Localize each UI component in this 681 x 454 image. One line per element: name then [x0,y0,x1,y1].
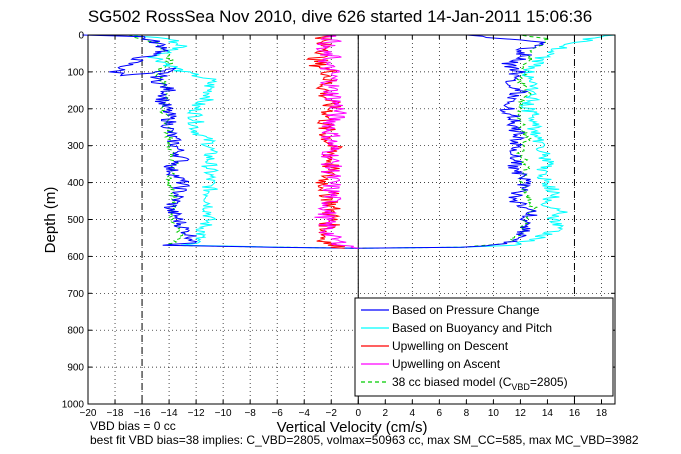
series-based-on-pressure-change [82,34,546,249]
legend-entry: Upwelling on Descent [392,339,509,353]
y-tick-label: 800 [67,326,84,337]
series-line-descent [305,34,346,249]
series-line-descent [314,34,359,249]
series-upwelling-on-descent [305,34,346,249]
x-tick-label: 8 [464,408,470,419]
plot-area: −20 −18 −16 −14 −12 −10 −8 −6 −4 −2 0 2 4 6 8 10 12 14 16 1… [62,31,616,419]
x-tick-label: −4 [299,408,311,419]
x-axis-ticks: −20 −18 −16 −14 −12 −10 −8 −6 −4 −2 0 2 4 6 8 10 12 14 16 1… [80,35,608,419]
y-tick-label: 200 [67,104,84,115]
y-tick-label: 900 [67,363,84,374]
legend-tail: =2805) [530,375,568,389]
series-line-descent [82,34,359,249]
x-tick-label: 4 [410,408,416,419]
x-tick-label: −18 [107,408,124,419]
series-upwelling-on-ascent [314,34,359,249]
x-tick-label: 2 [383,408,389,419]
y-tick-label: 100 [67,67,84,78]
x-tick-label: 18 [596,408,608,419]
y-tick-label: 500 [67,215,84,226]
x-tick-label: −8 [244,408,256,419]
legend-box [354,297,614,397]
x-tick-label: −6 [271,408,283,419]
x-tick-label: −2 [326,408,338,419]
legend-entry: Upwelling on Ascent [392,357,501,371]
legend: Based on Pressure Change Based on Buoyanc… [354,297,614,397]
y-tick-label: 0 [78,31,84,42]
series-based-on-buoyancy-and-pitch [132,34,616,249]
y-tick-label: 700 [67,289,84,300]
x-tick-label: 0 [355,408,361,419]
x-tick-label: −16 [134,408,151,419]
x-tick-label: 6 [437,408,443,419]
legend-entry: Based on Pressure Change [392,303,540,317]
series-line-ascent [355,34,546,249]
y-tick-label: 1000 [62,400,85,411]
y-axis-ticks: 0 100 200 300 400 500 600 700 800 900 1000 [62,31,615,411]
legend-subscript: VBD [511,382,530,392]
series-line-descent [132,34,359,249]
y-axis-label: Depth (m) [42,187,59,254]
legend-entry: Based on Buoyancy and Pitch [392,321,552,335]
data-series [82,34,616,249]
y-tick-label: 300 [67,141,84,152]
x-tick-label: 14 [542,408,554,419]
x-tick-label: 16 [569,408,581,419]
x-axis-label: Vertical Velocity (cm/s) [277,419,428,436]
chart-title: SG502 RossSea Nov 2010, dive 626 started… [88,7,592,26]
x-tick-label: −12 [188,408,205,419]
footer-bias-text: VBD bias = 0 cc [90,419,176,433]
y-tick-label: 600 [67,252,84,263]
x-tick-label: −10 [215,408,232,419]
x-tick-label: −20 [80,408,97,419]
y-tick-label: 400 [67,178,84,189]
x-tick-label: −14 [161,408,178,419]
series-line-ascent [365,34,616,249]
x-tick-label: 12 [515,408,527,419]
x-tick-label: 10 [488,408,500,419]
footer-bestfit-text: best fit VBD bias=38 implies: C_VBD=2805… [90,433,639,447]
